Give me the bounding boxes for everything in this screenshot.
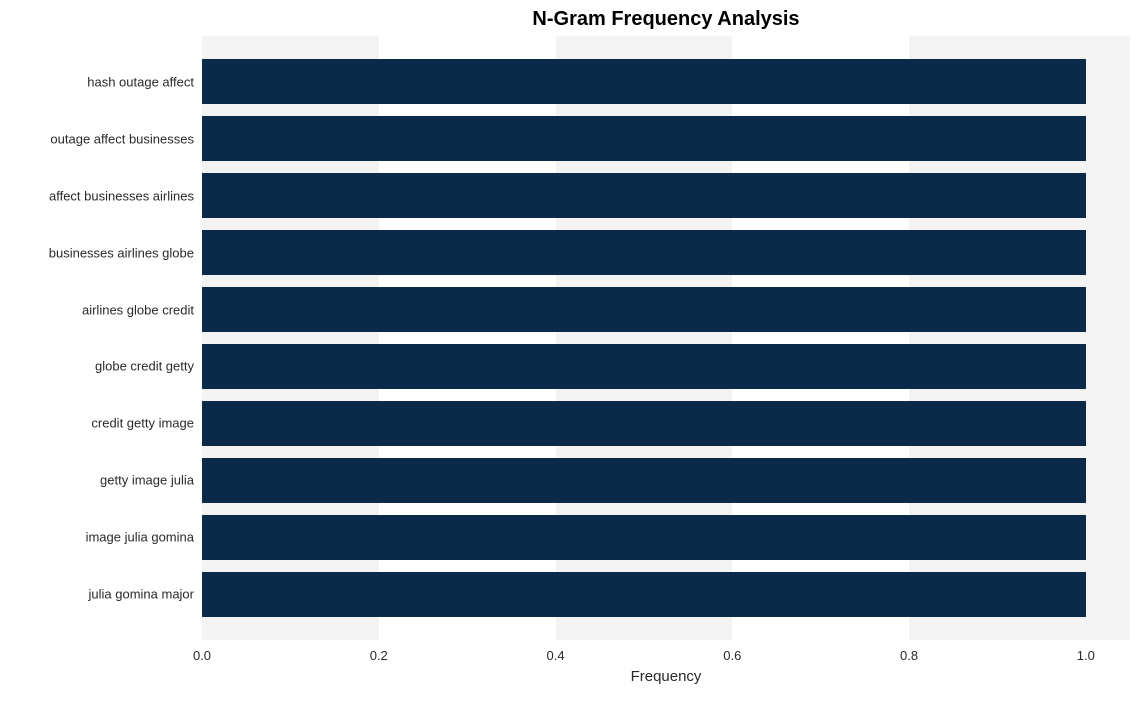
y-tick-label: globe credit getty — [95, 359, 202, 374]
y-tick-label: hash outage affect — [87, 74, 202, 89]
plot-area: hash outage affectoutage affect business… — [202, 36, 1130, 640]
y-tick-label: businesses airlines globe — [49, 245, 202, 260]
y-tick-label: outage affect businesses — [50, 131, 202, 146]
bar — [202, 287, 1086, 331]
bar — [202, 572, 1086, 616]
bar — [202, 59, 1086, 103]
x-axis-label: Frequency — [631, 640, 702, 685]
x-tick-label: 0.6 — [723, 640, 741, 663]
bar — [202, 344, 1086, 388]
bar — [202, 515, 1086, 559]
y-tick-label: julia gomina major — [89, 587, 203, 602]
x-tick-label: 0.0 — [193, 640, 211, 663]
chart-title: N-Gram Frequency Analysis — [532, 8, 799, 31]
bar — [202, 116, 1086, 160]
bar — [202, 401, 1086, 445]
x-tick-label: 1.0 — [1077, 640, 1095, 663]
x-tick-label: 0.2 — [370, 640, 388, 663]
ngram-frequency-chart: N-Gram Frequency Analysis hash outage af… — [0, 0, 1140, 701]
y-tick-label: getty image julia — [100, 473, 202, 488]
y-tick-label: airlines globe credit — [82, 302, 202, 317]
y-tick-label: image julia gomina — [86, 530, 202, 545]
y-tick-label: affect businesses airlines — [49, 188, 202, 203]
bar — [202, 458, 1086, 502]
bar — [202, 173, 1086, 217]
bar — [202, 230, 1086, 274]
y-tick-label: credit getty image — [91, 416, 202, 431]
x-tick-label: 0.8 — [900, 640, 918, 663]
x-tick-label: 0.4 — [546, 640, 564, 663]
grid-stripe — [1086, 36, 1130, 640]
